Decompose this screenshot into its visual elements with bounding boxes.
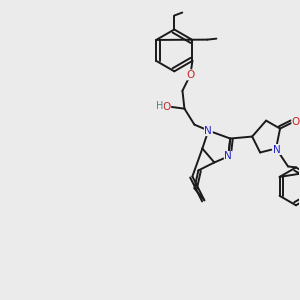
Text: O: O: [292, 117, 300, 127]
Text: O: O: [162, 102, 171, 112]
Text: O: O: [186, 70, 194, 80]
Text: H: H: [156, 101, 163, 111]
Text: N: N: [224, 152, 232, 161]
Text: N: N: [205, 126, 212, 136]
Text: N: N: [273, 145, 281, 154]
